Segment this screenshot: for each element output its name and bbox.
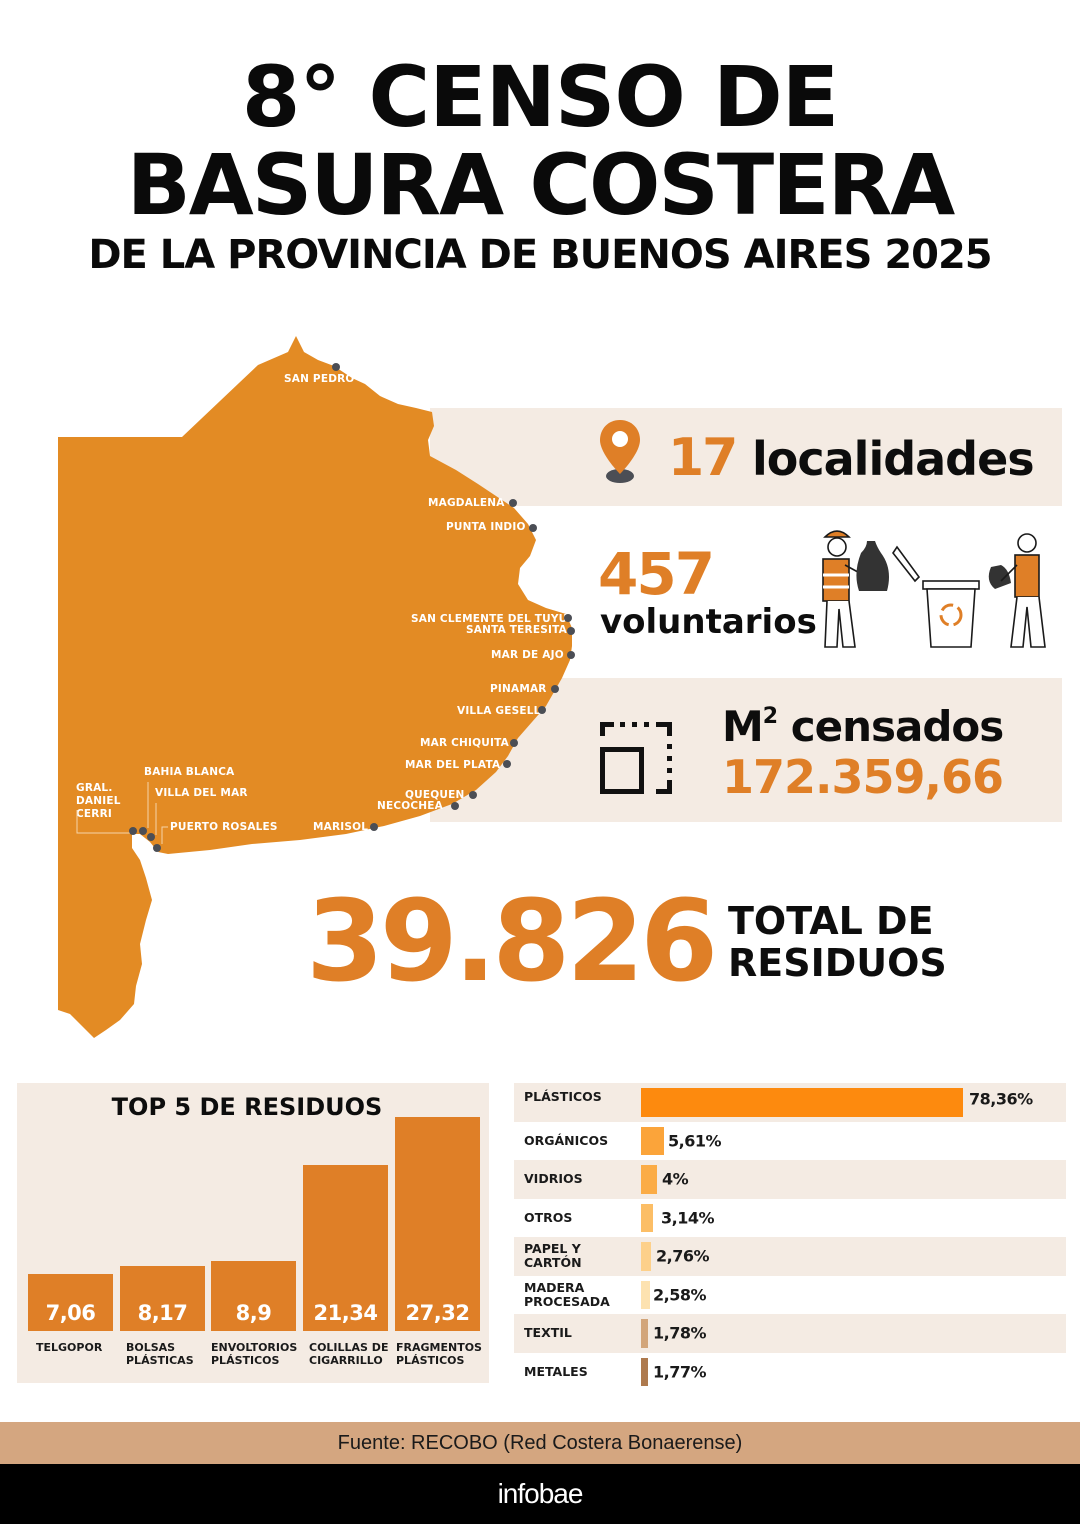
top5-title: TOP 5 DE RESIDUOS <box>111 1093 383 1121</box>
composition-bar <box>641 1126 664 1155</box>
composition-bar <box>641 1319 648 1348</box>
top5-chart: TOP 5 DE RESIDUOS 7,06 8,17 8,9 21,34 27… <box>17 1083 489 1383</box>
composition-bar <box>641 1280 650 1309</box>
map-dot <box>153 844 161 852</box>
map-dot <box>509 499 517 507</box>
composition-bar <box>641 1242 651 1271</box>
composition-row: PLÁSTICOS 78,36% <box>514 1083 1066 1122</box>
top5-bar-bolsas: 8,17 <box>120 1266 205 1331</box>
map-pin-icon <box>600 420 640 483</box>
subtitle: DE LA PROVINCIA DE BUENOS AIRES 2025 <box>88 232 992 278</box>
localities-label: localidades <box>752 432 1035 486</box>
city-label-mar-chiquita: MAR CHIQUITA <box>420 737 509 749</box>
composition-chart: PLÁSTICOS 78,36% ORGÁNICOS 5,61% VIDRIOS… <box>514 1083 1066 1391</box>
localities-band <box>430 408 1062 506</box>
city-label-santa-teresita: SANTA TERESITA <box>466 624 567 636</box>
map-dot <box>567 651 575 659</box>
localities-count: 17 <box>668 428 738 488</box>
map-dot <box>332 363 340 371</box>
map-dot <box>129 827 137 835</box>
map-dot <box>538 706 546 714</box>
composition-bar <box>641 1357 648 1386</box>
composition-row: VIDRIOS 4% <box>514 1160 1066 1199</box>
brand-logo: infobae <box>0 1464 1080 1524</box>
map-dot <box>451 802 459 810</box>
leader-lines <box>76 782 168 844</box>
area-value: 172.359,66 <box>722 750 1004 804</box>
composition-label: MADERA PROCESADA <box>524 1279 610 1309</box>
map-dot <box>147 833 155 841</box>
composition-row: METALES 1,77% <box>514 1353 1066 1392</box>
volunteers-recycling-illustration <box>822 530 1046 648</box>
top5-label: FRAGMENTOS PLÁSTICOS <box>396 1341 482 1367</box>
city-label-punta-indio: PUNTA INDIO <box>446 521 526 533</box>
city-label-marisol: MARISOL <box>313 821 369 833</box>
map-dot <box>469 791 477 799</box>
top5-bar-telgopor: 7,06 <box>28 1274 113 1331</box>
city-label-san-clemente: SAN CLEMENTE DEL TUYU <box>411 613 568 625</box>
map-dot <box>503 760 511 768</box>
top5-label: COLILLAS DE CIGARRILLO <box>309 1341 389 1367</box>
map-dot <box>551 685 559 693</box>
map-dot <box>567 627 575 635</box>
composition-bar <box>641 1165 657 1194</box>
city-label-pinamar: PINAMAR <box>490 683 547 695</box>
city-label-mar-de-ajo: MAR DE AJO <box>491 649 564 661</box>
composition-row: OTROS 3,14% <box>514 1199 1066 1238</box>
map-dot <box>510 739 518 747</box>
city-label-puerto-rosales: PUERTO ROSALES <box>170 821 278 833</box>
city-label-magdalena: MAGDALENA <box>428 497 505 509</box>
top5-bar-fragmentos: 27,32 <box>395 1117 480 1331</box>
city-label-san-pedro: SAN PEDRO <box>284 373 355 385</box>
total-residues-label: TOTAL DE RESIDUOS <box>728 899 947 985</box>
city-label-mar-del-plata: MAR DEL PLATA <box>405 759 501 771</box>
city-label-quequen: QUEQUEN <box>405 789 465 801</box>
volunteers-label: voluntarios <box>600 602 817 642</box>
map-dot <box>564 614 572 622</box>
composition-label: PAPEL Y CARTÓN <box>524 1241 582 1271</box>
volunteers-count: 457 <box>598 540 715 608</box>
city-label-villa-del-mar: VILLA DEL MAR <box>155 787 248 799</box>
top5-bar-envoltorios: 8,9 <box>211 1261 296 1331</box>
composition-row: TEXTIL 1,78% <box>514 1314 1066 1353</box>
title-line-2: BASURA COSTERA <box>126 136 956 234</box>
composition-bar <box>641 1088 963 1117</box>
title-line-1: 8° CENSO DE <box>241 48 839 146</box>
map-dot <box>529 524 537 532</box>
area-label: M2 censados <box>722 702 1004 751</box>
city-label-necochea: NECOCHEA <box>377 800 443 812</box>
composition-row: MADERA PROCESADA 2,58% <box>524 1279 707 1309</box>
source-note: Fuente: RECOBO (Red Costera Bonaerense) <box>0 1422 1080 1464</box>
top5-label: BOLSAS PLÁSTICAS <box>126 1341 194 1367</box>
composition-bar <box>641 1203 653 1232</box>
map-dot <box>139 827 147 835</box>
composition-row: PAPEL Y CARTÓN 2,76% <box>514 1237 1066 1276</box>
top5-bar-colillas: 21,34 <box>303 1165 388 1331</box>
top5-label: TELGOPOR <box>36 1341 103 1354</box>
top5-label: ENVOLTORIOS PLÁSTICOS <box>211 1341 298 1367</box>
map-dot <box>370 823 378 831</box>
area-selection-icon <box>600 722 672 794</box>
total-residues-count: 39.826 <box>306 877 718 1007</box>
city-label-gral-daniel-cerri: GRAL. DANIEL CERRI <box>76 782 121 820</box>
composition-row: ORGÁNICOS 5,61% <box>514 1122 1066 1161</box>
city-label-villa-gesell: VILLA GESELL <box>457 705 541 717</box>
city-label-bahia-blanca: BAHIA BLANCA <box>144 766 235 778</box>
